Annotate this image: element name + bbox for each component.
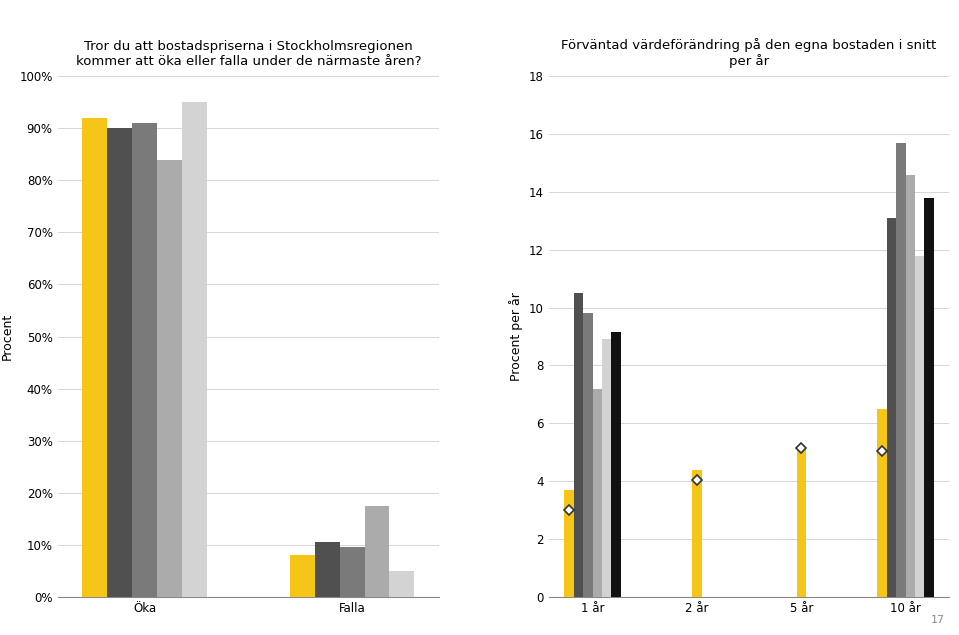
Bar (915, 255, 924, 597)
Text: 17: 17 (930, 615, 945, 625)
Y-axis label: Procent per år: Procent per år (509, 292, 524, 381)
Title: Tror du att bostadspriserna i Stockholmsregionen
kommer att öka eller falla unde: Tror du att bostadspriserna i Stockholms… (76, 40, 421, 68)
Bar (573, 293, 583, 597)
Bar (315, 542, 339, 597)
Bar (611, 332, 620, 597)
Bar (389, 571, 414, 597)
Bar (290, 555, 315, 597)
Bar (564, 490, 573, 597)
Bar (593, 389, 602, 597)
Bar (877, 409, 887, 597)
Bar (887, 218, 897, 597)
Bar (583, 314, 593, 597)
Bar (905, 175, 915, 597)
Bar (132, 123, 157, 597)
Bar (107, 128, 132, 597)
Y-axis label: Procent: Procent (1, 313, 13, 360)
Bar (797, 450, 806, 597)
Bar (897, 143, 905, 597)
Bar (339, 547, 364, 597)
Bar (364, 505, 389, 597)
Bar (182, 102, 207, 597)
Bar (924, 197, 934, 597)
Bar (692, 470, 702, 597)
Bar (602, 340, 611, 597)
Title: Förväntad värdeförändring på den egna bostaden i snitt
per år: Förväntad värdeförändring på den egna bo… (561, 38, 937, 68)
Bar (82, 118, 107, 597)
Bar (157, 159, 182, 597)
